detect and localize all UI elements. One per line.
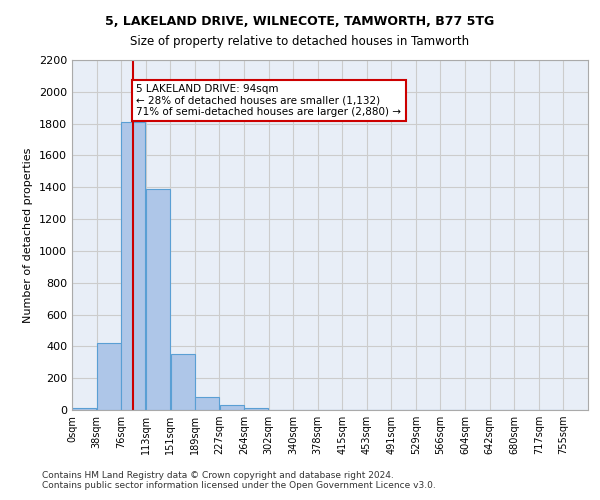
Text: Contains HM Land Registry data © Crown copyright and database right 2024.
Contai: Contains HM Land Registry data © Crown c… xyxy=(42,470,436,490)
Text: 5 LAKELAND DRIVE: 94sqm
← 28% of detached houses are smaller (1,132)
71% of semi: 5 LAKELAND DRIVE: 94sqm ← 28% of detache… xyxy=(136,84,401,117)
Bar xyxy=(220,405,244,410)
Bar xyxy=(121,122,145,410)
Bar xyxy=(146,189,170,410)
Bar xyxy=(244,408,268,410)
Bar xyxy=(97,343,121,410)
Bar xyxy=(170,354,194,410)
Text: 5, LAKELAND DRIVE, WILNECOTE, TAMWORTH, B77 5TG: 5, LAKELAND DRIVE, WILNECOTE, TAMWORTH, … xyxy=(106,15,494,28)
Bar xyxy=(72,408,97,410)
Y-axis label: Number of detached properties: Number of detached properties xyxy=(23,148,34,322)
Bar xyxy=(195,398,219,410)
Text: Size of property relative to detached houses in Tamworth: Size of property relative to detached ho… xyxy=(130,35,470,48)
